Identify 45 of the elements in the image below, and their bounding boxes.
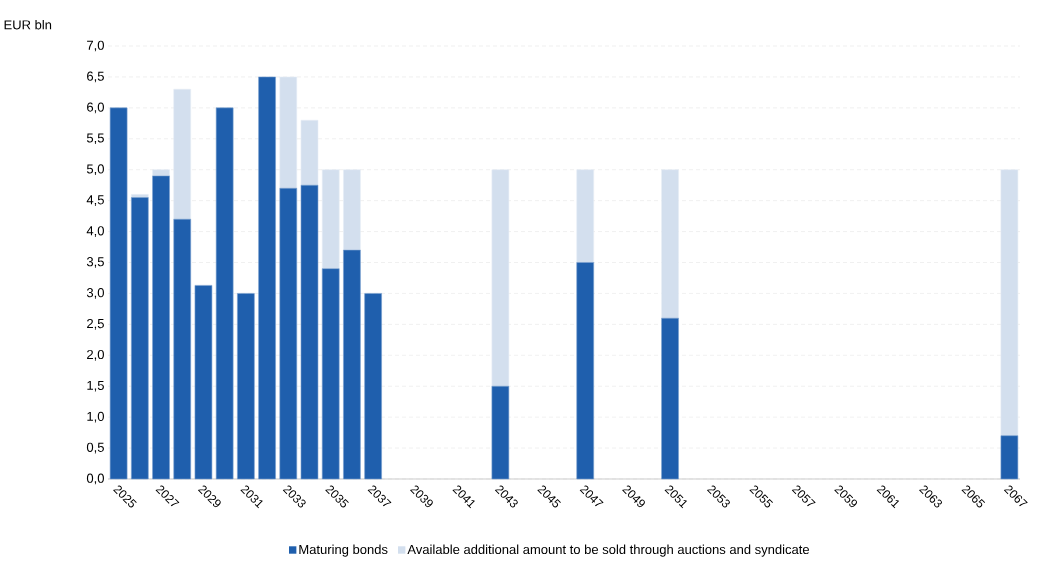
y-tick-label: 6,5 <box>87 71 104 83</box>
y-tick-label: 4,0 <box>86 226 104 237</box>
bar <box>258 76 276 480</box>
y-tick-label: 3,5 <box>86 257 104 268</box>
bar <box>109 107 128 480</box>
bar <box>576 262 594 480</box>
y-tick-label: 5,5 <box>86 133 104 145</box>
bar <box>491 385 510 480</box>
legend-label: Maturing bonds <box>299 544 388 557</box>
bar <box>152 175 170 480</box>
bar <box>300 119 319 186</box>
y-tick-label: 5,0 <box>86 164 104 176</box>
bar <box>300 184 319 480</box>
bar <box>279 76 298 189</box>
y-axis-title: EUR bln <box>4 19 52 30</box>
y-tick-label: 1,0 <box>87 411 104 423</box>
y-tick-label: 3,0 <box>86 288 104 299</box>
y-tick-label: 1,5 <box>87 380 104 392</box>
bar <box>194 285 213 480</box>
bar <box>343 249 361 480</box>
bar <box>1000 169 1019 436</box>
bar <box>491 169 510 387</box>
y-tick-label: 2,0 <box>87 349 104 361</box>
bar <box>131 197 149 480</box>
bar <box>321 268 340 480</box>
bar <box>364 293 382 480</box>
y-tick-label: 4,5 <box>86 195 104 206</box>
bar <box>661 169 679 319</box>
bar <box>321 169 340 269</box>
bar <box>237 293 255 480</box>
bar <box>576 169 594 263</box>
legend-label: Available additional amount to be sold through auctions and syndicate <box>407 544 810 557</box>
bar <box>152 169 170 177</box>
bar <box>173 89 192 220</box>
y-tick-label: 0,5 <box>86 442 104 454</box>
bar <box>279 187 298 480</box>
bar <box>173 218 192 480</box>
bar <box>661 317 679 480</box>
y-tick-label: 2,5 <box>87 318 104 330</box>
bar <box>343 169 361 251</box>
y-tick-label: 0,0 <box>86 473 104 485</box>
bar <box>215 107 234 480</box>
bar <box>1000 435 1019 480</box>
y-tick-label: 6,0 <box>87 102 104 114</box>
y-tick-label: 7,0 <box>87 40 104 52</box>
